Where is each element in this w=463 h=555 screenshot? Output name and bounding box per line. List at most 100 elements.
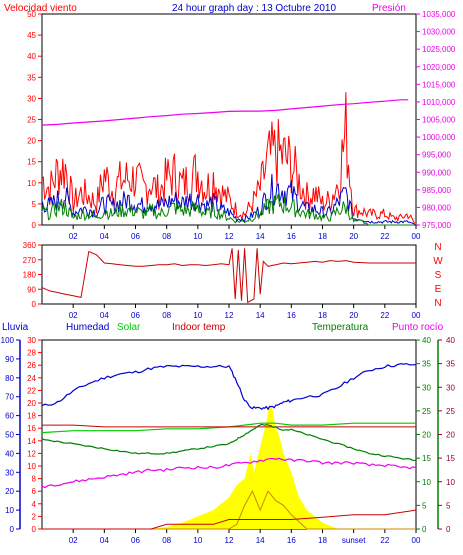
compass-label: N (434, 242, 441, 253)
humidity-tick-label: 20 (27, 399, 36, 408)
pressure-axis-title: Presión (372, 3, 406, 14)
compass-label: S (435, 270, 442, 281)
x-tick-label: 04 (100, 232, 109, 241)
x-tick-label: 18 (318, 232, 327, 241)
x-tick-label: 04 (100, 536, 109, 545)
pressure-tick-label: 1005,000 (422, 116, 456, 125)
temperature-tick-label: 10 (422, 478, 431, 487)
rain-tick-label: 70 (5, 393, 14, 402)
x-tick-label: 22 (380, 232, 389, 241)
dewpoint-tick-label: 30 (446, 383, 455, 392)
rain-tick-label: 20 (5, 487, 14, 496)
uv-line (42, 490, 416, 530)
x-tick-label: 18 (318, 536, 327, 545)
humidity-tick-label: 6 (32, 487, 37, 496)
humidity-tick-label: 14 (27, 437, 36, 446)
wind-tick-label: 10 (27, 179, 36, 188)
temperature-tick-label: 5 (422, 501, 427, 510)
x-tick-label: 14 (256, 311, 265, 320)
wind-tick-label: 45 (27, 31, 36, 40)
rain-tick-label: 40 (5, 449, 14, 458)
x-tick-label: 06 (131, 232, 140, 241)
solar-line (41, 422, 416, 434)
rain-y-axis: 0 10 20 30 40 50 60 70 80 90 100 (1, 336, 21, 534)
x-tick-label: 02 (69, 536, 78, 545)
wind-tick-label: 40 (27, 52, 36, 61)
humidity-tick-label: 18 (27, 412, 36, 421)
indoor-temp-line (42, 424, 416, 428)
rain-axis-title: Lluvia (2, 322, 29, 333)
panel1-x-axis: 02 04 06 08 10 12 14 16 18 20 22 00 (69, 225, 421, 241)
x-tick-label: 12 (225, 311, 234, 320)
temperature-label: Temperatura (312, 322, 369, 333)
wind-tick-label: 15 (27, 158, 36, 167)
wind-pressure-series (41, 92, 416, 226)
temperature-tick-label: 25 (422, 407, 431, 416)
x-tick-label: 06 (131, 536, 140, 545)
x-tick-label: 16 (287, 536, 296, 545)
wind-y-axis: 0 5 10 15 20 25 30 35 40 45 50 (27, 10, 42, 230)
compass-label: N (434, 298, 441, 309)
wind-tick-label: 30 (27, 94, 36, 103)
pressure-tick-label: 1035,000 (422, 10, 456, 19)
dewpoint-tick-label: 20 (446, 431, 455, 440)
temperature-tick-label: 0 (422, 525, 427, 534)
pressure-tick-label: 1030,000 (422, 28, 456, 37)
direction-line (41, 248, 416, 304)
dewpoint-line (41, 457, 417, 489)
temperature-line (41, 423, 417, 462)
temperature-tick-label: 35 (422, 360, 431, 369)
pressure-tick-label: 975,000 (422, 221, 451, 230)
wind-gust-line (41, 92, 416, 224)
compass-label: E (435, 284, 442, 295)
rain-tick-label: 100 (1, 336, 15, 345)
chart-title: 24 hour graph day : 13 Octubre 2010 (172, 3, 336, 14)
indoor-temp-label: Indoor temp (172, 322, 226, 333)
temperature-tick-label: 15 (422, 454, 431, 463)
x-tick-label: 14 (256, 536, 265, 545)
pressure-tick-label: 1000,000 (422, 133, 456, 142)
humidity-tick-label: 8 (32, 475, 37, 484)
rain-tick-label: 60 (5, 412, 14, 421)
rain-tick-label: 30 (5, 468, 14, 477)
rain-tick-label: 50 (5, 431, 14, 440)
direction-series (41, 248, 416, 304)
pressure-tick-label: 990,000 (422, 168, 451, 177)
compass-label: W (433, 256, 443, 267)
humidity-tick-label: 4 (32, 500, 37, 509)
temperature-tick-label: 30 (422, 383, 431, 392)
direction-tick-label: 90 (27, 285, 36, 294)
x-tick-label: 16 (287, 311, 296, 320)
x-tick-label: 12 (225, 536, 234, 545)
x-tick-label: 10 (193, 311, 202, 320)
pressure-tick-label: 985,000 (422, 186, 451, 195)
temperature-tick-label: 40 (422, 336, 431, 345)
direction-y-axis: 0 90 180 270 360 (23, 241, 42, 309)
dewpoint-tick-label: 35 (446, 360, 455, 369)
dewpoint-tick-label: 5 (446, 501, 451, 510)
wind-tick-label: 50 (27, 10, 36, 19)
pressure-tick-label: 980,000 (422, 203, 451, 212)
x-tick-label: 10 (193, 232, 202, 241)
x-tick-label: 22 (380, 311, 389, 320)
wind-tick-label: 20 (27, 137, 36, 146)
x-tick-label: 18 (318, 311, 327, 320)
x-tick-label: 00 (412, 536, 421, 545)
x-tick-label: 06 (131, 311, 140, 320)
wind-tick-label: 35 (27, 73, 36, 82)
x-tick-label: 12 (225, 232, 234, 241)
temperature-tick-label: 20 (422, 431, 431, 440)
x-tick-label: 00 (412, 311, 421, 320)
panel2-x-axis: 02 04 06 08 10 12 14 16 18 20 22 00 (69, 304, 421, 320)
x-tick-label: 14 (256, 232, 265, 241)
dewpoint-tick-label: 10 (446, 478, 455, 487)
x-tick-label: 10 (193, 536, 202, 545)
rain-line (42, 509, 417, 530)
humidity-label: Humedad (66, 322, 109, 333)
x-tick-label: 20 (349, 232, 358, 241)
humidity-tick-label: 26 (27, 361, 36, 370)
dewpoint-tick-label: 0 (446, 525, 451, 534)
dewpoint-y-axis: 0 5 10 15 20 25 30 35 40 (438, 336, 455, 534)
